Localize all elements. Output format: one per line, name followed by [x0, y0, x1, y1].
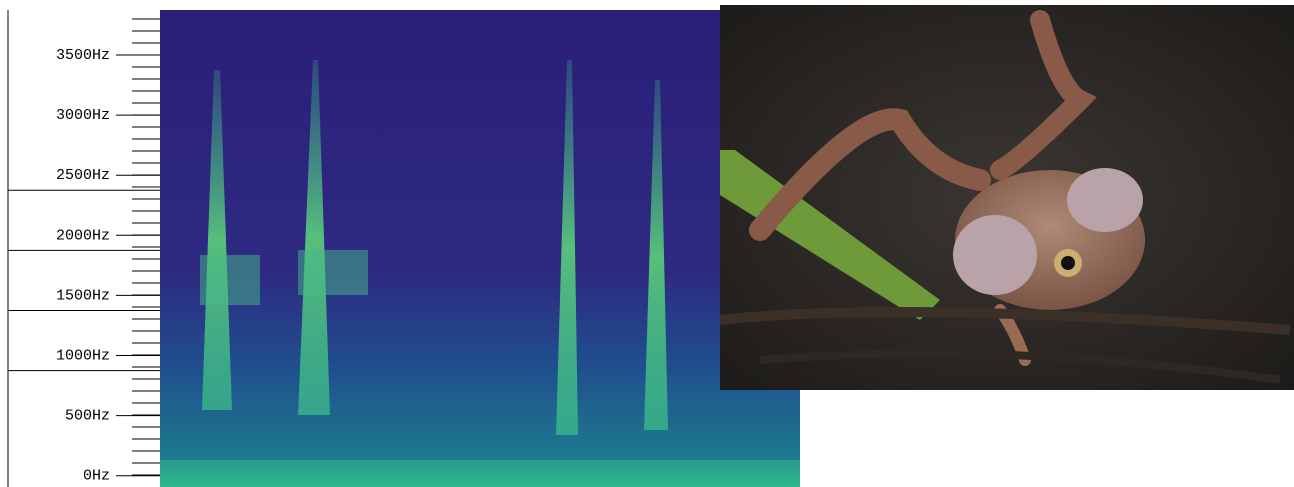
frequency-label: 500Hz [65, 408, 110, 425]
composite-figure: 3500Hz 3000Hz 2500Hz 2000Hz 1500Hz 1000Hz 500H… [0, 0, 1294, 487]
call-1-harmonics [200, 255, 260, 305]
frequency-label: 0Hz [83, 468, 110, 485]
frequency-label: 2500Hz [56, 167, 110, 184]
frequency-label: 3000Hz [56, 107, 110, 124]
frog-photo [720, 5, 1294, 390]
frog-pupil [1061, 256, 1075, 270]
spectrogram-background [160, 10, 800, 487]
frequency-label: 3500Hz [56, 47, 110, 64]
frequency-label: 1000Hz [56, 347, 110, 364]
call-2-harmonics [298, 250, 368, 295]
vocal-sac [1067, 168, 1143, 232]
vocal-sac [953, 215, 1037, 295]
spectrogram [160, 10, 800, 487]
frequency-axis: 3500Hz 3000Hz 2500Hz 2000Hz 1500Hz 1000Hz 500H… [8, 10, 160, 487]
low-frequency-band [160, 460, 800, 487]
frequency-label: 2000Hz [56, 227, 110, 244]
frequency-label: 1500Hz [56, 287, 110, 304]
